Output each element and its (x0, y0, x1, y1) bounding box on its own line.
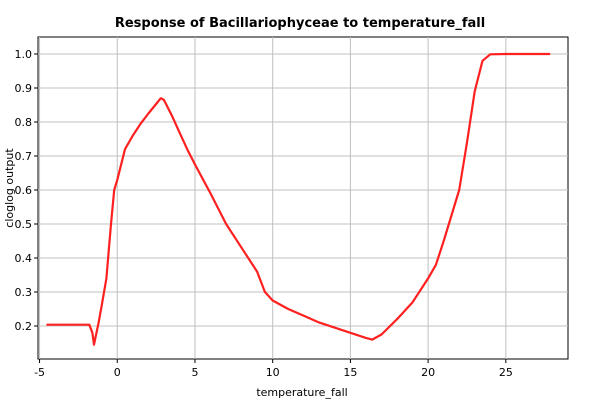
y-tick-label: 0.2 (15, 320, 33, 333)
x-tick-label: 10 (266, 366, 280, 379)
x-tick-label: -5 (34, 366, 45, 379)
y-tick-label: 0.7 (15, 150, 33, 163)
axis-ticks: -5 0 5 10 15 20 25 0.2 0.3 0.4 0.5 0.6 0.7 0.8 0.9 1.0 (15, 48, 513, 379)
y-tick-label: 1.0 (15, 48, 33, 61)
y-tick-label: 0.5 (15, 218, 33, 231)
y-tick-label: 0.3 (15, 286, 33, 299)
plot-area-frame (37, 36, 569, 360)
x-tick-label: 0 (114, 366, 121, 379)
grid-lines (38, 37, 568, 359)
x-tick-label: 20 (421, 366, 435, 379)
x-tick-label: 25 (499, 366, 513, 379)
y-tick-label: 0.8 (15, 116, 33, 129)
x-tick-label: 5 (191, 366, 198, 379)
series-layer (46, 52, 551, 346)
series-line (46, 52, 551, 346)
x-tick-label: 15 (343, 366, 357, 379)
x-axis-label: temperature_fall (256, 386, 347, 399)
y-axis-label: cloglog output (3, 148, 16, 228)
y-tick-label: 0.4 (15, 252, 33, 265)
y-tick-label: 0.6 (15, 184, 33, 197)
chart-title: Response of Bacillariophyceae to tempera… (115, 16, 485, 31)
y-tick-label: 0.9 (15, 82, 33, 95)
